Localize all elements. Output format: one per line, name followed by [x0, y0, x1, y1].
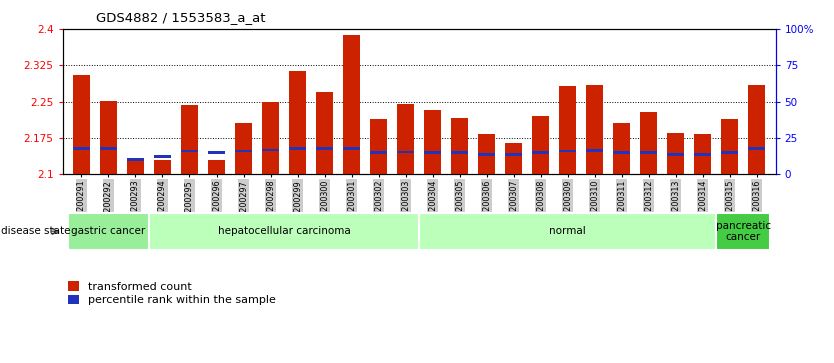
Legend: transformed count, percentile rank within the sample: transformed count, percentile rank withi…: [68, 281, 276, 305]
Bar: [262, 148, 279, 151]
Text: GDS4882 / 1553583_a_at: GDS4882 / 1553583_a_at: [96, 11, 265, 24]
Bar: [100, 147, 118, 150]
Bar: [68, 213, 149, 250]
Bar: [532, 151, 550, 154]
Bar: [153, 155, 171, 158]
Bar: [640, 112, 657, 174]
Bar: [316, 92, 334, 174]
Bar: [640, 151, 657, 154]
Bar: [369, 151, 387, 154]
Bar: [585, 85, 604, 174]
Bar: [127, 160, 144, 174]
Bar: [149, 213, 420, 250]
Bar: [181, 150, 198, 152]
Bar: [721, 151, 738, 154]
Bar: [208, 151, 225, 154]
Bar: [316, 147, 334, 150]
Bar: [694, 134, 711, 174]
Bar: [585, 149, 604, 152]
Bar: [289, 71, 306, 174]
Bar: [73, 147, 90, 150]
Bar: [478, 154, 495, 156]
Text: normal: normal: [550, 227, 586, 236]
Bar: [397, 104, 414, 174]
Bar: [451, 151, 469, 154]
Bar: [73, 75, 90, 174]
Bar: [262, 102, 279, 174]
Bar: [397, 151, 414, 154]
Bar: [559, 86, 576, 174]
Bar: [748, 147, 766, 150]
Text: gastric cancer: gastric cancer: [72, 227, 146, 236]
Bar: [424, 110, 441, 174]
Bar: [424, 151, 441, 154]
Bar: [721, 119, 738, 174]
Bar: [181, 105, 198, 174]
Bar: [505, 143, 522, 174]
Bar: [694, 154, 711, 156]
Bar: [100, 101, 118, 174]
Bar: [667, 133, 685, 174]
Bar: [716, 213, 771, 250]
Bar: [478, 134, 495, 174]
Bar: [451, 118, 469, 174]
Bar: [208, 160, 225, 174]
Bar: [613, 123, 631, 174]
Bar: [343, 147, 360, 150]
Bar: [559, 150, 576, 152]
Bar: [420, 213, 716, 250]
Bar: [748, 85, 766, 174]
Bar: [289, 147, 306, 150]
Bar: [343, 35, 360, 174]
Bar: [369, 119, 387, 174]
Bar: [234, 150, 253, 152]
Text: disease state: disease state: [1, 227, 70, 236]
Bar: [532, 116, 550, 174]
Bar: [153, 160, 171, 174]
Bar: [667, 154, 685, 156]
Text: pancreatic
cancer: pancreatic cancer: [716, 221, 771, 242]
Bar: [234, 123, 253, 174]
Text: hepatocellular carcinoma: hepatocellular carcinoma: [218, 227, 350, 236]
Bar: [127, 158, 144, 161]
Bar: [613, 151, 631, 154]
Bar: [505, 154, 522, 156]
